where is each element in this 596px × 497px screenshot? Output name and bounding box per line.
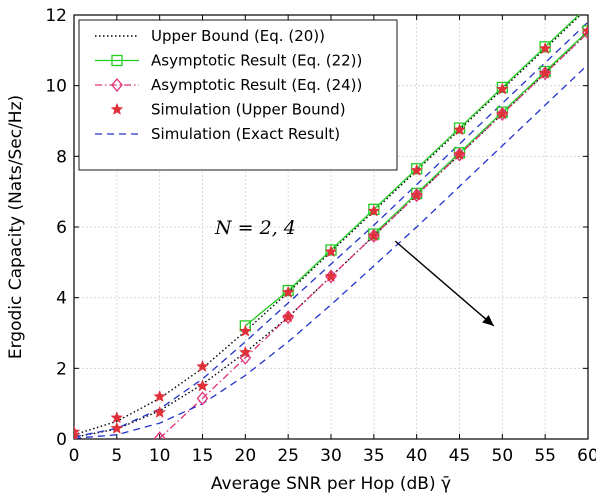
series-3-point xyxy=(196,379,209,392)
series-3-point xyxy=(238,345,252,358)
series-3-point xyxy=(74,428,81,439)
legend-entry-label: Upper Bound (Eq. (20)) xyxy=(151,27,325,45)
x-tick-label: 40 xyxy=(406,446,428,466)
series-1-point xyxy=(582,25,588,37)
series-3-point xyxy=(367,204,381,217)
series-3-point xyxy=(281,285,295,298)
x-tick-label: 10 xyxy=(149,446,171,466)
series-3-point xyxy=(324,245,338,258)
axis-ticks: 0 5 10 15 20 25 30 35 40 45 50 55 60 0 2 4 6 8 10 12 xyxy=(45,6,596,466)
legend-swatch-marker xyxy=(111,54,123,67)
y-tick-label: 0 xyxy=(56,430,67,450)
series-3-point xyxy=(281,310,295,323)
series-3-point xyxy=(153,405,167,418)
x-tick-label: 30 xyxy=(320,446,342,466)
annotation-arrow-head xyxy=(482,314,494,326)
series-3-point xyxy=(538,41,552,54)
data-markers xyxy=(74,1,593,439)
x-tick-label: 45 xyxy=(449,446,471,466)
y-tick-label: 10 xyxy=(45,77,67,97)
y-tick-label: 2 xyxy=(56,359,67,379)
legend: Upper Bound (Eq. (20)) Asymptotic Result … xyxy=(78,19,398,171)
series-3-point xyxy=(410,163,424,176)
x-tick-label: 60 xyxy=(577,446,596,466)
series-3-point xyxy=(495,82,509,95)
y-axis-title: Ergodic Capacity (Nats/Sec/Hz) xyxy=(6,95,26,359)
legend-entry-label: Asymptotic Result (Eq. (22)) xyxy=(151,52,362,70)
y-tick-label: 12 xyxy=(45,6,67,26)
x-axis-title: Average SNR per Hop (dB) γ̄ xyxy=(211,474,451,494)
legend-entry-label: Asymptotic Result (Eq. (24)) xyxy=(151,76,362,94)
series-1-point xyxy=(583,1,593,11)
x-tick-label: 25 xyxy=(277,446,299,466)
y-tick-label: 8 xyxy=(56,147,67,167)
x-tick-label: 15 xyxy=(192,446,214,466)
y-tick-label: 4 xyxy=(56,289,67,309)
series-2-point xyxy=(153,431,166,439)
series-3-point xyxy=(367,229,381,242)
series-3-point xyxy=(324,269,338,282)
x-tick-label: 20 xyxy=(235,446,257,466)
x-tick-label: 35 xyxy=(363,446,385,466)
series-4-line xyxy=(74,63,588,439)
series-3-point xyxy=(196,359,209,372)
series-3-point xyxy=(453,147,466,160)
series-3-point xyxy=(153,389,167,403)
series-3-point xyxy=(453,123,466,136)
series-3-point xyxy=(110,421,124,434)
x-tick-label: 55 xyxy=(534,446,556,466)
series-2-point xyxy=(196,391,209,406)
series-3-point xyxy=(110,411,124,424)
series-3-point xyxy=(410,188,424,201)
y-tick-label: 6 xyxy=(56,218,67,238)
series-3-point xyxy=(581,24,588,37)
series-3-point xyxy=(238,324,252,337)
annotation-label: N = 2, 4 xyxy=(214,217,296,239)
annotation-arrow-line xyxy=(394,240,495,327)
series-3-point xyxy=(495,107,509,120)
legend-box xyxy=(78,19,398,171)
legend-entry-label: Simulation (Exact Result) xyxy=(151,125,340,143)
series-3-point xyxy=(538,66,552,79)
series-1-line xyxy=(373,30,588,235)
annotation: N = 2, 4 xyxy=(214,217,495,327)
x-tick-label: 50 xyxy=(492,446,514,466)
legend-swatch-marker xyxy=(111,77,123,93)
x-tick-label: 5 xyxy=(111,446,122,466)
legend-swatch-marker xyxy=(110,102,124,115)
legend-entry-label: Simulation (Upper Bound) xyxy=(151,101,346,119)
x-tick-label: 0 xyxy=(69,446,80,466)
